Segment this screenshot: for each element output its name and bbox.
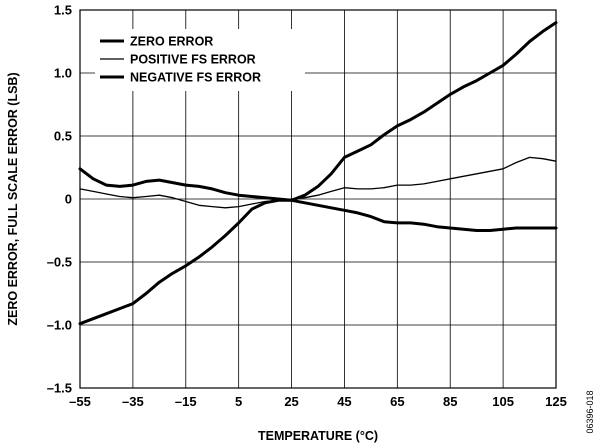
y-tick-label: 0.5: [54, 129, 72, 144]
y-tick-label: –1.5: [47, 381, 72, 396]
x-tick-label: 65: [390, 394, 404, 409]
legend-label-zero-error: ZERO ERROR: [130, 35, 213, 49]
x-tick-label: 5: [235, 394, 242, 409]
x-tick-label: 105: [492, 394, 514, 409]
y-tick-label: 1.0: [54, 66, 72, 81]
series-zero-error: [78, 167, 558, 232]
figure-id: 06396-018: [585, 390, 595, 433]
x-tick-label: –35: [122, 394, 144, 409]
x-tick-label: 45: [337, 394, 351, 409]
y-tick-label: 1.5: [54, 3, 72, 18]
series-positive-fs-error: [79, 156, 557, 209]
series-lines: [78, 21, 558, 326]
x-tick-label: 85: [443, 394, 457, 409]
legend: ZERO ERROR POSITIVE FS ERROR NEGATIVE FS…: [95, 29, 305, 91]
y-tick-label: 0: [65, 192, 72, 207]
x-axis-label: TEMPERATURE (°C): [258, 429, 378, 443]
tick-labels: –55 –35 –15 5 25 45 65 85 105 125 1.5 1.0 0.5 0 –0.5 –1…: [47, 3, 567, 410]
y-axis-label: ZERO ERROR, FULL SCALE ERROR (LSB): [6, 72, 20, 325]
legend-background: [95, 29, 305, 91]
x-tick-label: –55: [69, 394, 91, 409]
x-tick-label: 125: [545, 394, 567, 409]
y-tick-label: –1.0: [47, 318, 72, 333]
series-negative-fs-error: [78, 21, 558, 326]
plot-frame: [79, 9, 557, 389]
legend-label-positive-fs-error: POSITIVE FS ERROR: [130, 53, 256, 67]
legend-label-negative-fs-error: NEGATIVE FS ERROR: [130, 71, 261, 85]
x-tick-label: –15: [175, 394, 197, 409]
x-tick-label: 25: [284, 394, 298, 409]
y-tick-label: –0.5: [47, 255, 72, 270]
